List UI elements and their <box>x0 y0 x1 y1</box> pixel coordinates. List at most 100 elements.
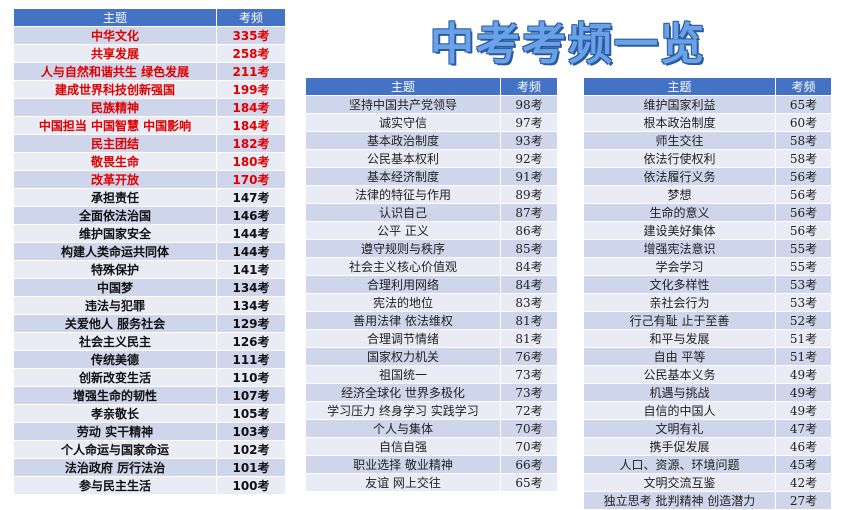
frequency-cell: 70考 <box>500 419 558 438</box>
table-row: 构建人类命运共同体 144考 <box>13 242 286 261</box>
frequency-cell: 76考 <box>500 347 558 366</box>
frequency-cell: 49考 <box>775 365 832 384</box>
frequency-cell: 184考 <box>216 116 286 135</box>
table-row: 敬畏生命 180考 <box>13 152 286 171</box>
table-row: 民主团结 182考 <box>13 134 286 153</box>
table-row: 学会学习 55考 <box>583 257 832 276</box>
table-row: 全面依法治国 146考 <box>13 206 286 225</box>
frequency-table-2: 主题 考频 坚持中国共产党领导 98考 诚实守信 97考 基本政治制度 93考 公民基本权利… <box>305 77 558 492</box>
table-row: 文化多样性 53考 <box>583 275 832 294</box>
frequency-cell: 105考 <box>216 404 286 423</box>
frequency-cell: 56考 <box>775 203 832 222</box>
topic-cell: 参与民主生活 <box>13 476 217 495</box>
frequency-cell: 102考 <box>216 440 286 459</box>
topic-cell: 共享发展 <box>13 44 217 63</box>
topic-cell: 人与自然和谐共生 绿色发展 <box>13 62 217 81</box>
table-row: 参与民主生活 100考 <box>13 476 286 495</box>
frequency-cell: 126考 <box>216 332 286 351</box>
topic-cell: 诚实守信 <box>305 113 501 132</box>
table-row: 公民基本义务 49考 <box>583 365 832 384</box>
topic-cell: 法治政府 厉行法治 <box>13 458 217 477</box>
table-row: 创新改变生活 110考 <box>13 368 286 387</box>
frequency-cell: 56考 <box>775 185 832 204</box>
frequency-cell: 107考 <box>216 386 286 405</box>
topic-cell: 个人与集体 <box>305 419 501 438</box>
table-row: 依法行使权利 58考 <box>583 149 832 168</box>
table-row: 维护国家利益 65考 <box>583 95 832 114</box>
table-row: 携手促发展 46考 <box>583 437 832 456</box>
topic-cell: 敬畏生命 <box>13 152 217 171</box>
table-row: 生命的意义 56考 <box>583 203 832 222</box>
frequency-cell: 87考 <box>500 203 558 222</box>
topic-cell: 独立思考 批判精神 创造潜力 <box>583 491 776 510</box>
frequency-cell: 86考 <box>500 221 558 240</box>
frequency-cell: 129考 <box>216 314 286 333</box>
topic-cell: 师生交往 <box>583 131 776 150</box>
table-row: 经济全球化 世界多极化 73考 <box>305 383 558 402</box>
table-row: 宪法的地位 83考 <box>305 293 558 312</box>
topic-cell: 文明有礼 <box>583 419 776 438</box>
topic-cell: 劳动 实干精神 <box>13 422 217 441</box>
topic-cell: 建成世界科技创新强国 <box>13 80 217 99</box>
topic-cell: 中华文化 <box>13 26 217 45</box>
topic-cell: 遵守规则与秩序 <box>305 239 501 258</box>
table-row: 文明有礼 47考 <box>583 419 832 438</box>
table-row: 基本政治制度 93考 <box>305 131 558 150</box>
topic-cell: 生命的意义 <box>583 203 776 222</box>
table-row: 自信自强 70考 <box>305 437 558 456</box>
topic-cell: 坚持中国共产党领导 <box>305 95 501 114</box>
table-row: 行己有耻 止于至善 52考 <box>583 311 832 330</box>
topic-cell: 社会主义核心价值观 <box>305 257 501 276</box>
frequency-cell: 73考 <box>500 383 558 402</box>
topic-cell: 学习压力 终身学习 实践学习 <box>305 401 501 420</box>
frequency-cell: 98考 <box>500 95 558 114</box>
topic-cell: 梦想 <box>583 185 776 204</box>
table-row: 和平与发展 51考 <box>583 329 832 348</box>
frequency-cell: 182考 <box>216 134 286 153</box>
table-row: 梦想 56考 <box>583 185 832 204</box>
table-row: 师生交往 58考 <box>583 131 832 150</box>
table-row: 学习压力 终身学习 实践学习 72考 <box>305 401 558 420</box>
topic-cell: 承担责任 <box>13 188 217 207</box>
topic-cell: 违法与犯罪 <box>13 296 217 315</box>
topic-cell: 公民基本权利 <box>305 149 501 168</box>
topic-cell: 职业选择 敬业精神 <box>305 455 501 474</box>
header-topic: 主题 <box>13 8 217 27</box>
frequency-cell: 144考 <box>216 224 286 243</box>
frequency-cell: 47考 <box>775 419 832 438</box>
frequency-cell: 56考 <box>775 167 832 186</box>
table-header-row: 主题 考频 <box>13 8 286 27</box>
table-row: 依法履行义务 56考 <box>583 167 832 186</box>
topic-cell: 自信的中国人 <box>583 401 776 420</box>
topic-cell: 善用法律 依法维权 <box>305 311 501 330</box>
topic-cell: 经济全球化 世界多极化 <box>305 383 501 402</box>
table-row: 友谊 网上交往 65考 <box>305 473 558 492</box>
table-row: 增强生命的韧性 107考 <box>13 386 286 405</box>
frequency-cell: 42考 <box>775 473 832 492</box>
frequency-cell: 335考 <box>216 26 286 45</box>
table-row: 根本政治制度 60考 <box>583 113 832 132</box>
table-row: 建设美好集体 56考 <box>583 221 832 240</box>
topic-cell: 自由 平等 <box>583 347 776 366</box>
page-title: 中考考频一览 <box>430 19 706 70</box>
table-row: 基本经济制度 91考 <box>305 167 558 186</box>
table-row: 公平 正义 86考 <box>305 221 558 240</box>
table-row: 民族精神 184考 <box>13 98 286 117</box>
frequency-cell: 81考 <box>500 311 558 330</box>
frequency-cell: 53考 <box>775 275 832 294</box>
table-row: 人口、资源、环境问题 45考 <box>583 455 832 474</box>
frequency-cell: 146考 <box>216 206 286 225</box>
frequency-cell: 65考 <box>775 95 832 114</box>
topic-cell: 构建人类命运共同体 <box>13 242 217 261</box>
topic-cell: 创新改变生活 <box>13 368 217 387</box>
frequency-cell: 85考 <box>500 239 558 258</box>
topic-cell: 自信自强 <box>305 437 501 456</box>
table-row: 祖国统一 73考 <box>305 365 558 384</box>
frequency-cell: 258考 <box>216 44 286 63</box>
table-row: 承担责任 147考 <box>13 188 286 207</box>
frequency-table-1: 主题 考频 中华文化 335考 共享发展 258考 人与自然和谐共生 绿色发展 211考建… <box>13 8 286 495</box>
topic-cell: 认识自己 <box>305 203 501 222</box>
topic-cell: 人口、资源、环境问题 <box>583 455 776 474</box>
topic-cell: 全面依法治国 <box>13 206 217 225</box>
table-row: 职业选择 敬业精神 66考 <box>305 455 558 474</box>
